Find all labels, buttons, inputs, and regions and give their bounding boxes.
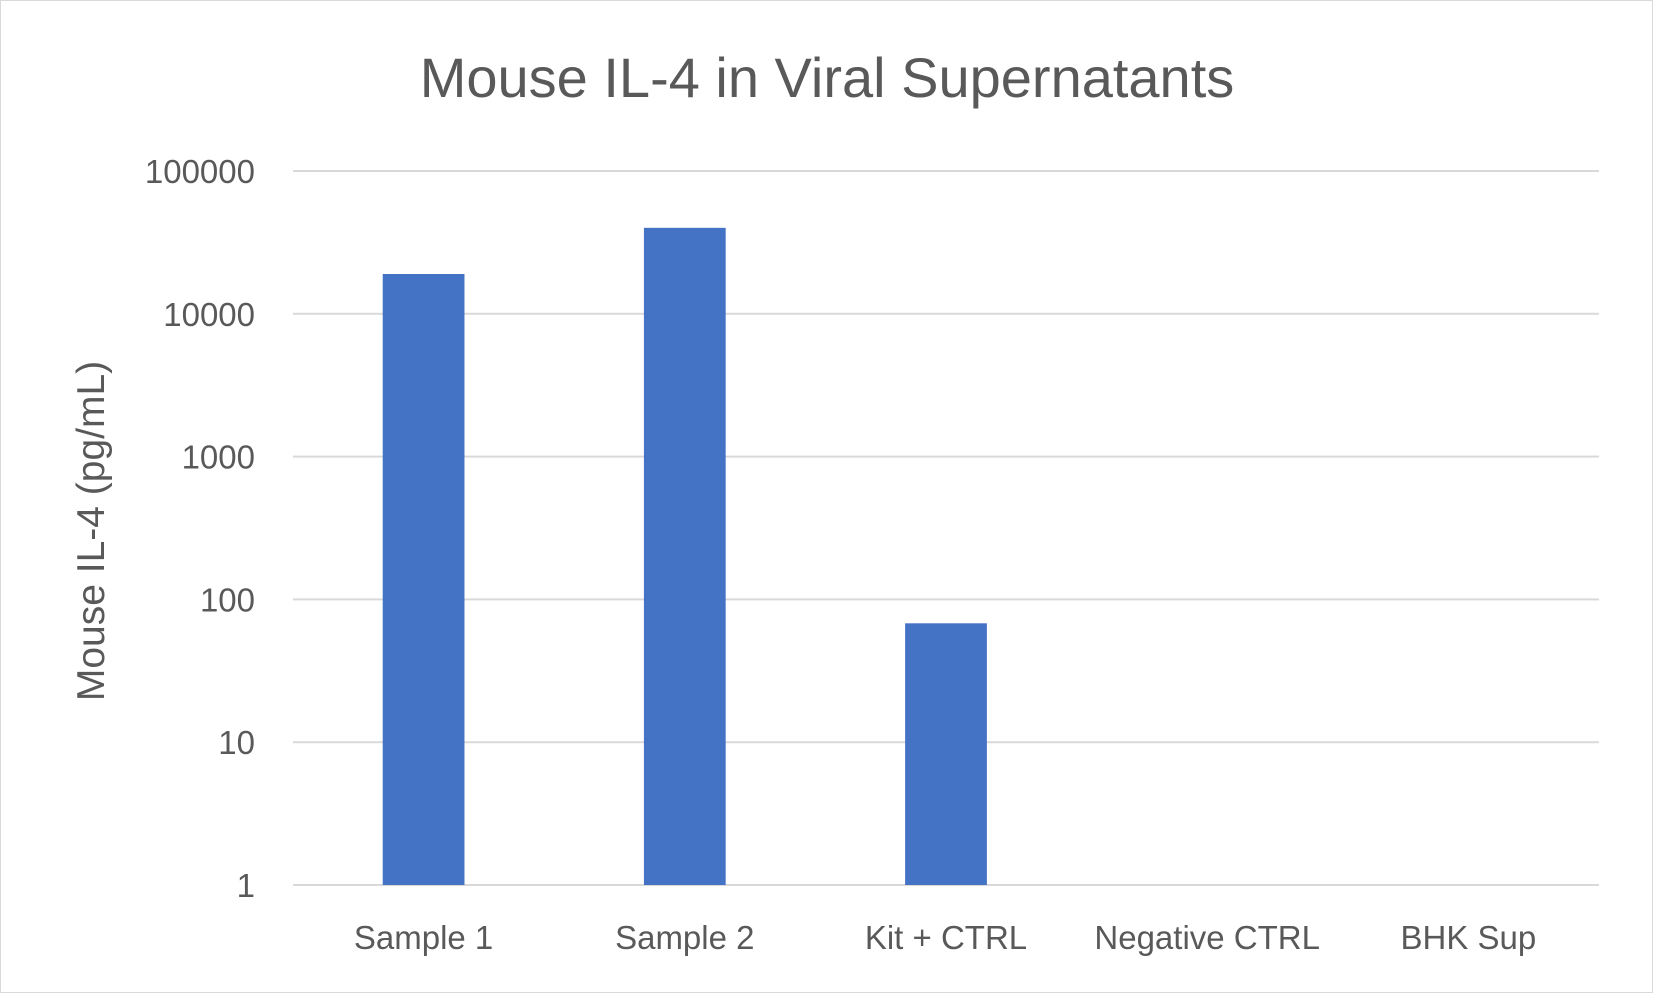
- bar: [382, 273, 465, 885]
- x-tick-label: Kit + CTRL: [865, 919, 1027, 956]
- x-tick-label: Sample 1: [354, 919, 493, 956]
- x-tick-label: Negative CTRL: [1094, 919, 1320, 956]
- y-tick-label: 100: [200, 581, 255, 618]
- x-tick-label: Sample 2: [615, 919, 754, 956]
- y-tick-label: 10: [218, 724, 255, 761]
- y-tick-label: 1: [237, 867, 255, 904]
- x-axis-tick-labels: Sample 1 Sample 2 Kit + CTRL Negative CTRL B…: [354, 919, 1536, 956]
- gridlines: [293, 170, 1599, 886]
- y-axis-title: Mouse IL-4 (pg/mL): [70, 361, 113, 701]
- bars: [382, 227, 987, 886]
- bar: [905, 623, 987, 885]
- y-tick-label: 10000: [163, 296, 255, 333]
- y-axis-tick-labels: 1 10 100 1000 10000 100000: [145, 153, 255, 904]
- y-tick-label: 1000: [182, 439, 255, 476]
- chart-title: Mouse IL-4 in Viral Supernatants: [420, 46, 1235, 109]
- bar: [643, 227, 726, 886]
- y-tick-label: 100000: [145, 153, 255, 190]
- x-tick-label: BHK Sup: [1401, 919, 1537, 956]
